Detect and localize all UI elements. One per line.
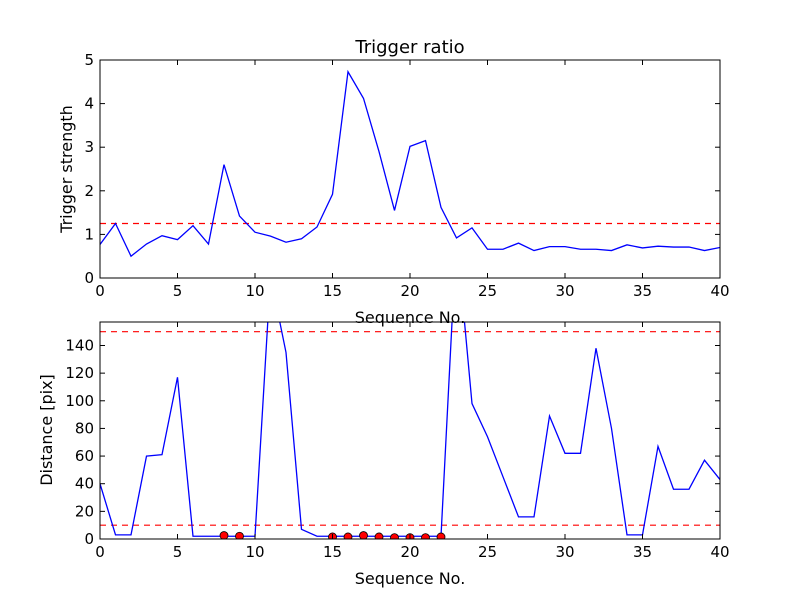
y-tick-label: 80 bbox=[75, 419, 94, 437]
data-point-marker bbox=[235, 531, 244, 539]
plot-frame bbox=[99, 59, 721, 279]
y-tick-label: 5 bbox=[84, 51, 94, 69]
plot-area: 0 5 10 15 20 25 30 35 40 0 1 2 3 4 5 bbox=[84, 51, 729, 300]
x-tick-label: 20 bbox=[400, 282, 419, 300]
x-tick-label: 20 bbox=[400, 543, 419, 561]
trigger-ratio-chart: Trigger ratio Sequence No. Trigger stren… bbox=[57, 37, 730, 327]
data-point-marker bbox=[219, 531, 229, 539]
y-tick-label: 100 bbox=[65, 392, 94, 410]
data-point-marker bbox=[343, 532, 353, 539]
y-tick-label: 0 bbox=[84, 530, 94, 548]
y-tick-label: 1 bbox=[84, 225, 94, 243]
x-tick-label: 25 bbox=[478, 543, 497, 561]
x-tick-label: 40 bbox=[710, 543, 729, 561]
y-axis-label: Distance [pix] bbox=[37, 374, 56, 486]
x-tick-label: 30 bbox=[555, 543, 574, 561]
y-tick-label: 0 bbox=[84, 269, 94, 287]
x-tick-label: 5 bbox=[173, 282, 183, 300]
x-tick-label: 30 bbox=[555, 282, 574, 300]
x-tick-label: 25 bbox=[478, 282, 497, 300]
plot-frame bbox=[99, 321, 721, 540]
plot-area: 0 5 10 15 20 25 30 35 40 0 20 40 60 80 100 120 140 bbox=[65, 322, 730, 561]
x-tick-label: 15 bbox=[323, 543, 342, 561]
x-tick-label: 5 bbox=[173, 543, 183, 561]
x-tick-label: 40 bbox=[710, 282, 729, 300]
distance-chart: Sequence No. Distance [pix] 0 5 10 15 20 25 30… bbox=[37, 321, 730, 588]
clipped-plot bbox=[100, 69, 720, 258]
y-tick-label: 4 bbox=[84, 95, 94, 113]
data-point-marker bbox=[359, 531, 368, 539]
x-tick-label: 0 bbox=[95, 282, 105, 300]
y-tick-label: 40 bbox=[75, 475, 94, 493]
x-axis-label: Sequence No. bbox=[355, 569, 466, 588]
y-tick-label: 60 bbox=[75, 447, 94, 465]
data-point-marker bbox=[374, 532, 384, 539]
y-axis-label: Trigger strength bbox=[57, 105, 76, 234]
y-tick-label: 2 bbox=[84, 182, 94, 200]
x-tick-label: 10 bbox=[245, 543, 264, 561]
x-tick-label: 15 bbox=[323, 282, 342, 300]
data-point-marker bbox=[436, 532, 446, 539]
data-point-marker bbox=[421, 533, 430, 539]
chart-title: Trigger ratio bbox=[354, 37, 464, 58]
y-tick-label: 20 bbox=[75, 502, 94, 520]
x-tick-label: 35 bbox=[633, 282, 652, 300]
x-tick-label: 0 bbox=[95, 543, 105, 561]
x-tick-label: 35 bbox=[633, 543, 652, 561]
data-point-marker bbox=[390, 533, 399, 539]
x-tick-label: 10 bbox=[245, 282, 264, 300]
y-tick-label: 140 bbox=[65, 336, 94, 354]
y-tick-label: 120 bbox=[65, 364, 94, 382]
series-line bbox=[100, 69, 720, 258]
y-tick-label: 3 bbox=[84, 138, 94, 156]
